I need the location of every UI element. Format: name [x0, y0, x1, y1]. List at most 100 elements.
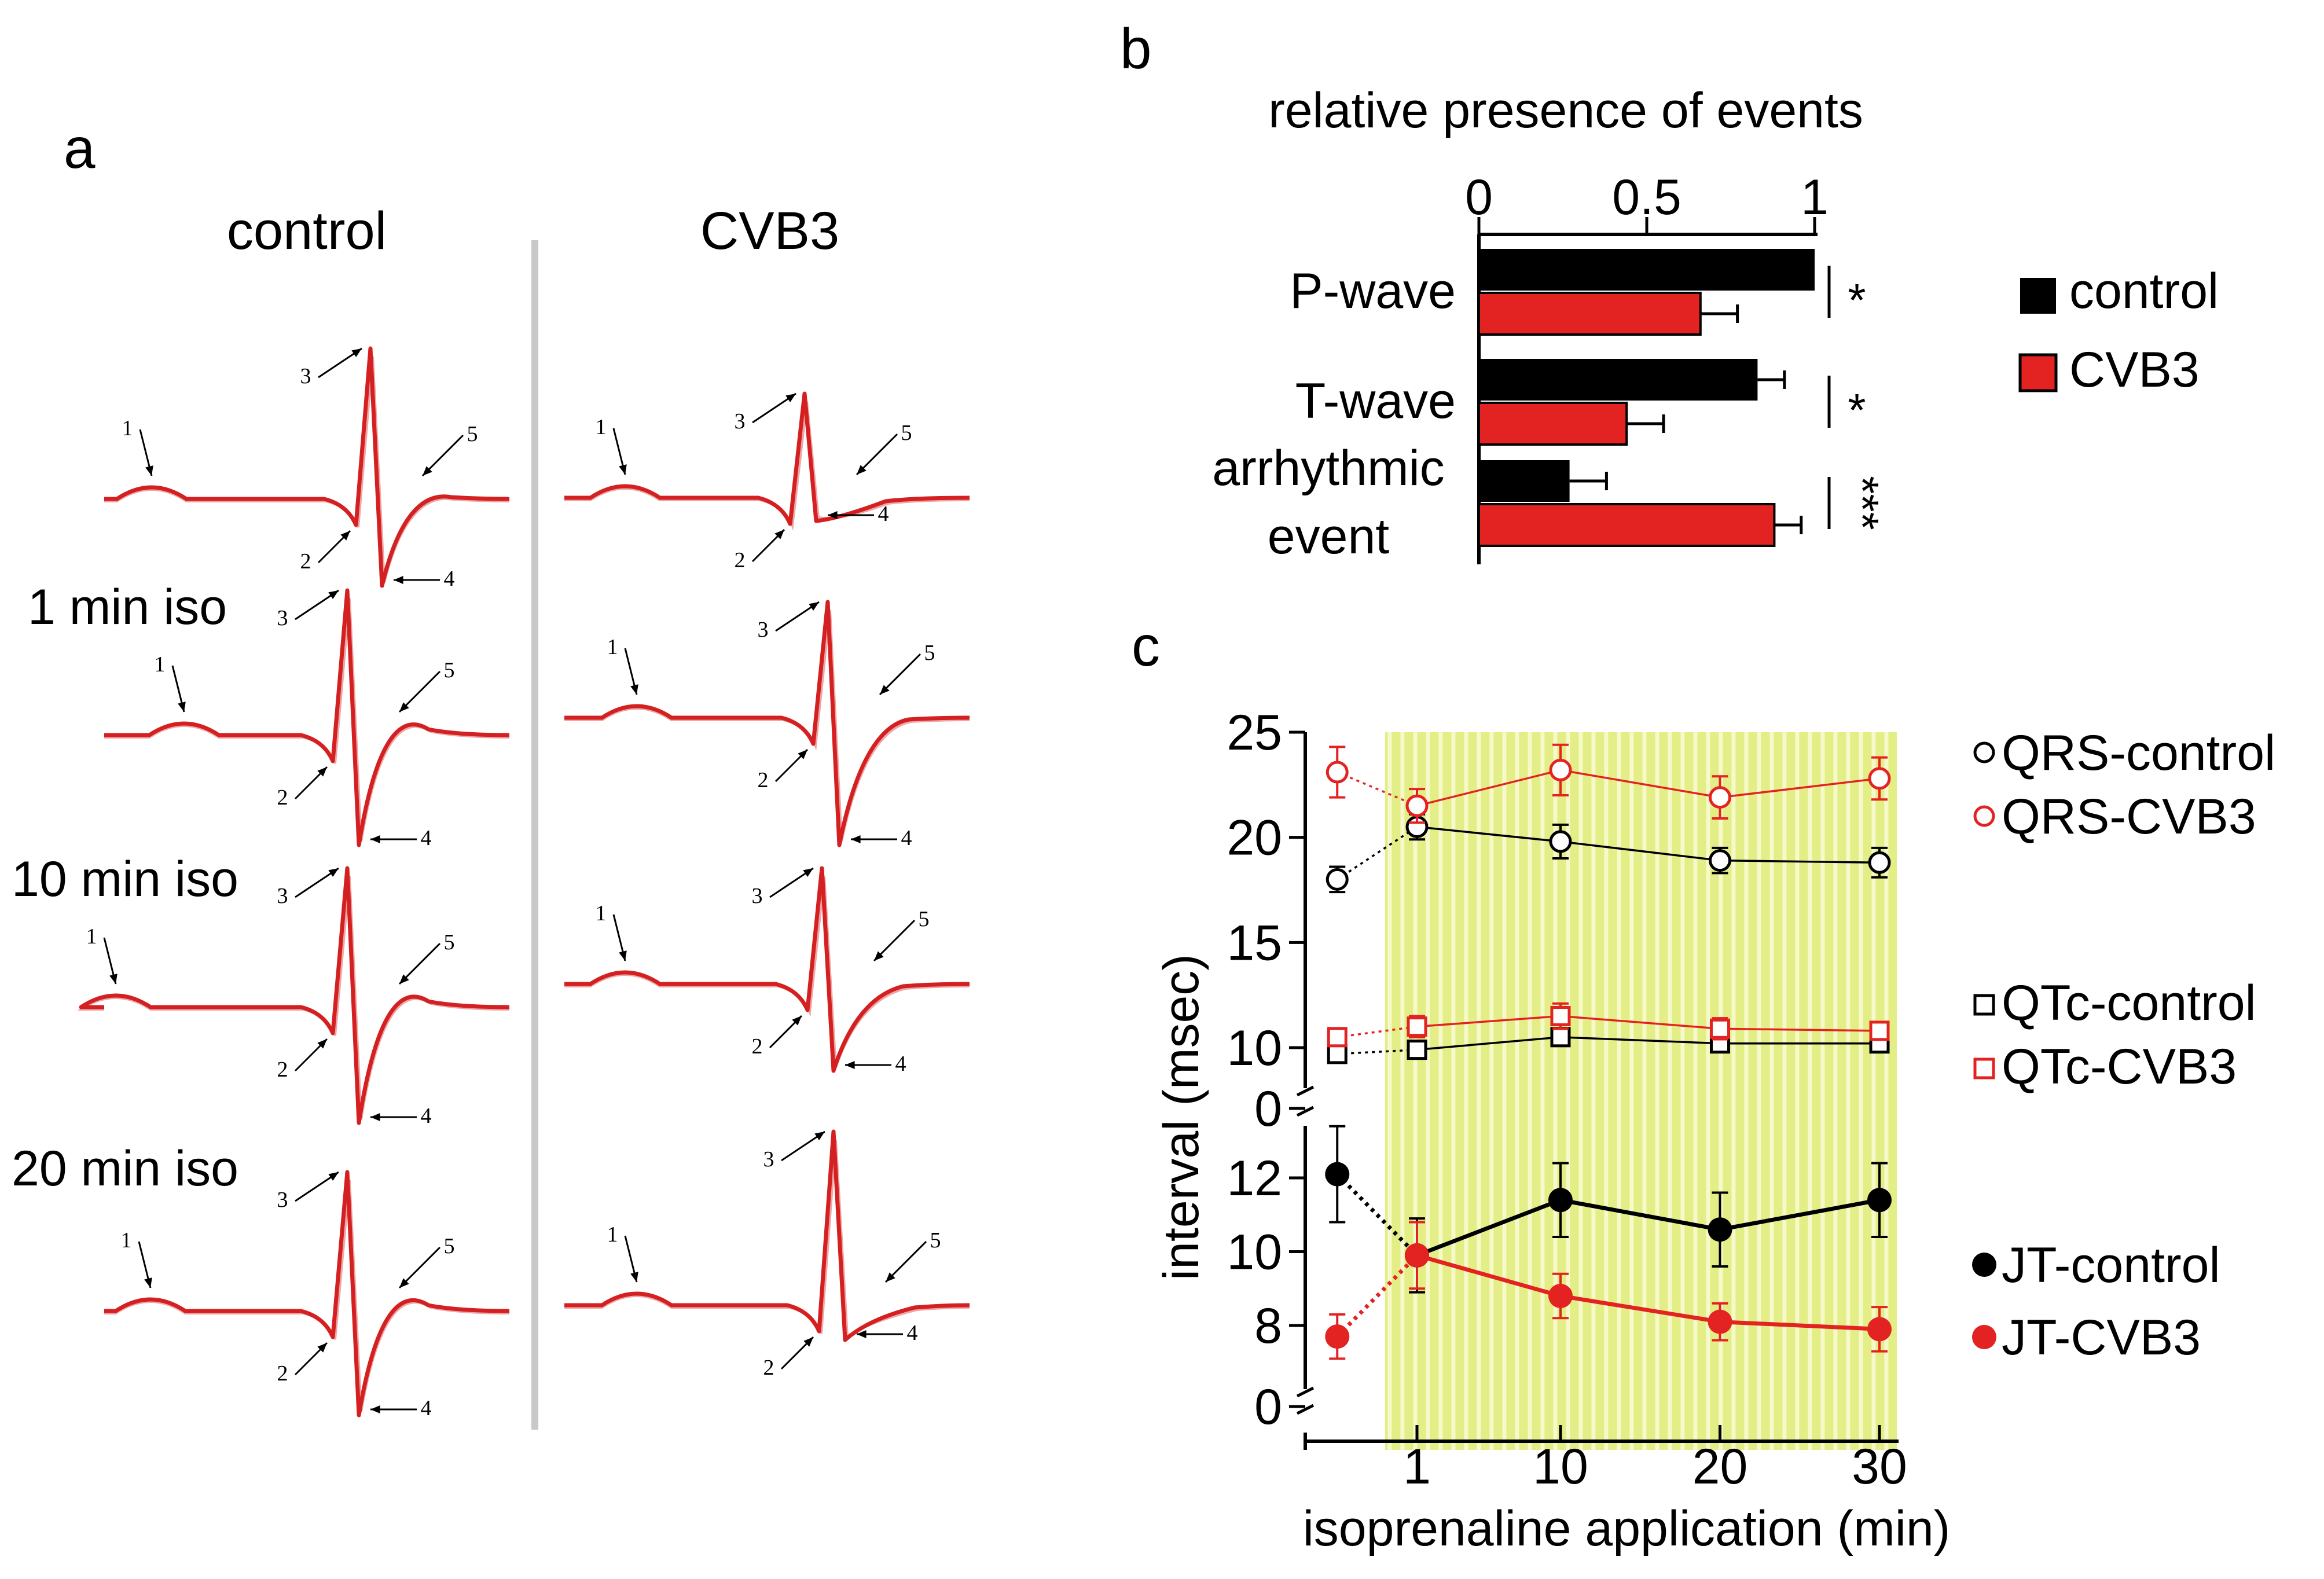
axis-break-mark: [1296, 1085, 1315, 1097]
bar: [1478, 292, 1702, 336]
annotation-arrowhead: [803, 868, 813, 877]
data-point: [1326, 868, 1349, 891]
y-tick-label-top: 10: [1227, 1020, 1282, 1076]
data-point: [1549, 758, 1572, 781]
series-line: [1416, 1198, 1880, 1258]
legend-label-control: control: [2069, 263, 2219, 319]
annotation-number: 1: [86, 924, 97, 949]
annotation-number: 2: [277, 1057, 288, 1082]
category-label: arrhythmic: [1212, 440, 1444, 496]
category-label: P-wave: [1290, 263, 1456, 319]
annotation-arrowhead: [880, 685, 890, 695]
annotation-arrowhead: [399, 1278, 409, 1288]
ecg-traces: 1 2 3 4 5 1 2 3 4 5 1 2 3 4 5 1 2 3 4 5 1 2 3 4 5 1 2 3 4 5 1 2 3 4 5 1 2 3 4 5: [77, 346, 970, 1420]
legend-swatch-control: [2020, 278, 2056, 314]
panel-a-row-label-2: 10 min iso: [12, 851, 238, 907]
annotation-arrowhead: [144, 1277, 152, 1288]
annotation-arrowhead: [370, 835, 380, 844]
data-point: [1407, 1040, 1427, 1060]
annotation-arrowhead: [328, 590, 339, 600]
legend-b: control CVB3: [2018, 263, 2219, 398]
ecg-trace-control-overlay: [104, 598, 510, 842]
y-tick-label-top: 15: [1227, 915, 1282, 971]
legend-marker-qrs-control: [1973, 741, 1995, 763]
data-point: [1708, 786, 1731, 809]
annotation-number: 2: [277, 1361, 288, 1386]
bar: [1478, 402, 1628, 446]
annotation-number: 4: [895, 1052, 906, 1076]
data-point: [1867, 1317, 1892, 1342]
series-line: [1416, 1253, 1880, 1331]
x-tick-label-b: 0.5: [1612, 170, 1681, 225]
ecg-trace-cvb3-overlay: [564, 401, 970, 531]
annotation-number: 1: [596, 415, 607, 439]
annotation-arrowhead: [394, 575, 403, 585]
y-axis-label: interval (msec): [1154, 954, 1209, 1280]
series-line: [1416, 825, 1880, 864]
legend-marker-jt-cvb3: [1972, 1325, 1996, 1349]
annotation-arrowhead: [874, 951, 884, 961]
annotation-arrowhead: [845, 1060, 855, 1070]
annotation-arrowhead: [317, 1039, 327, 1049]
panel-a-row-label-1: 1 min iso: [28, 579, 227, 635]
ecg-trace-control-overlay: [77, 876, 510, 1120]
annotation-arrowhead: [399, 974, 409, 984]
ecg-trace-cvb3-overlay: [564, 609, 970, 842]
annotation-number: 3: [300, 364, 311, 388]
ecg-trace-control: [79, 866, 510, 1125]
panel-a-divider: [531, 240, 538, 1430]
x-tick-label-b: 1: [1801, 170, 1829, 225]
data-point: [1549, 830, 1572, 853]
series-line: [1416, 1036, 1879, 1051]
data-point: [1327, 1044, 1348, 1064]
annotation-number: 5: [444, 930, 455, 954]
data-point: [1327, 1027, 1348, 1048]
annotation-number: 1: [607, 635, 618, 659]
y-tick-label-top-zero: 0: [1254, 1081, 1282, 1137]
panel-a-row-label-3: 20 min iso: [12, 1141, 238, 1196]
legend-label-jt-control: JT-control: [2002, 1238, 2220, 1293]
annotation-arrowhead: [317, 767, 327, 777]
annotation-number: 5: [444, 1234, 455, 1258]
x-tick-label-b: 0: [1465, 170, 1493, 225]
annotation-number: 4: [901, 826, 912, 850]
data-point: [1709, 1018, 1730, 1039]
bar-chart: 0 0.5 1 * P-wave * T-wave *** arrhythmic event: [1212, 170, 1888, 564]
data-point: [1708, 1309, 1732, 1334]
legend-label-jt-cvb3: JT-CVB3: [2002, 1310, 2201, 1365]
bar: [1478, 503, 1776, 547]
annotation-arrowhead: [328, 1172, 339, 1181]
data-point: [1548, 1284, 1573, 1308]
y-tick-label-bottom: 10: [1227, 1225, 1282, 1280]
data-point: [1325, 1162, 1350, 1187]
annotation-number: 3: [752, 884, 763, 908]
annotation-arrowhead: [317, 1343, 327, 1353]
isoprenaline-shading: [1385, 732, 1897, 1450]
data-point: [1325, 1324, 1350, 1349]
annotation-arrowhead: [619, 464, 627, 475]
ecg-trace-cvb3-overlay: [564, 876, 970, 1068]
ecg-trace-control: [104, 588, 510, 847]
annotation-arrowhead: [785, 394, 796, 403]
data-point: [1869, 1020, 1890, 1041]
data-point: [1405, 1243, 1429, 1268]
annotation-number: 5: [467, 422, 478, 446]
significance-mark: ***: [1837, 476, 1888, 530]
x-tick-label-c: 10: [1533, 1439, 1588, 1494]
data-point: [1326, 761, 1349, 784]
legend-label-qtc-control: QTc-control: [2002, 975, 2256, 1031]
data-point: [1407, 1016, 1427, 1037]
legend-marker-jt-control: [1972, 1253, 1996, 1277]
annotation-arrowhead: [340, 531, 350, 541]
y-tick-label-bottom: 12: [1227, 1151, 1282, 1206]
axis-break-mark: [1296, 1386, 1315, 1398]
panel-a-letter: a: [64, 116, 96, 180]
data-point: [1708, 849, 1731, 872]
annotation-number: 3: [735, 409, 746, 434]
data-point: [1868, 767, 1891, 790]
axis-break-mark: [1296, 1106, 1315, 1117]
axis-break-mark: [1296, 1404, 1315, 1415]
bar: [1479, 460, 1570, 502]
x-tick-label-c: 20: [1692, 1439, 1748, 1494]
y-tick-label-bottom-zero: 0: [1254, 1379, 1282, 1435]
